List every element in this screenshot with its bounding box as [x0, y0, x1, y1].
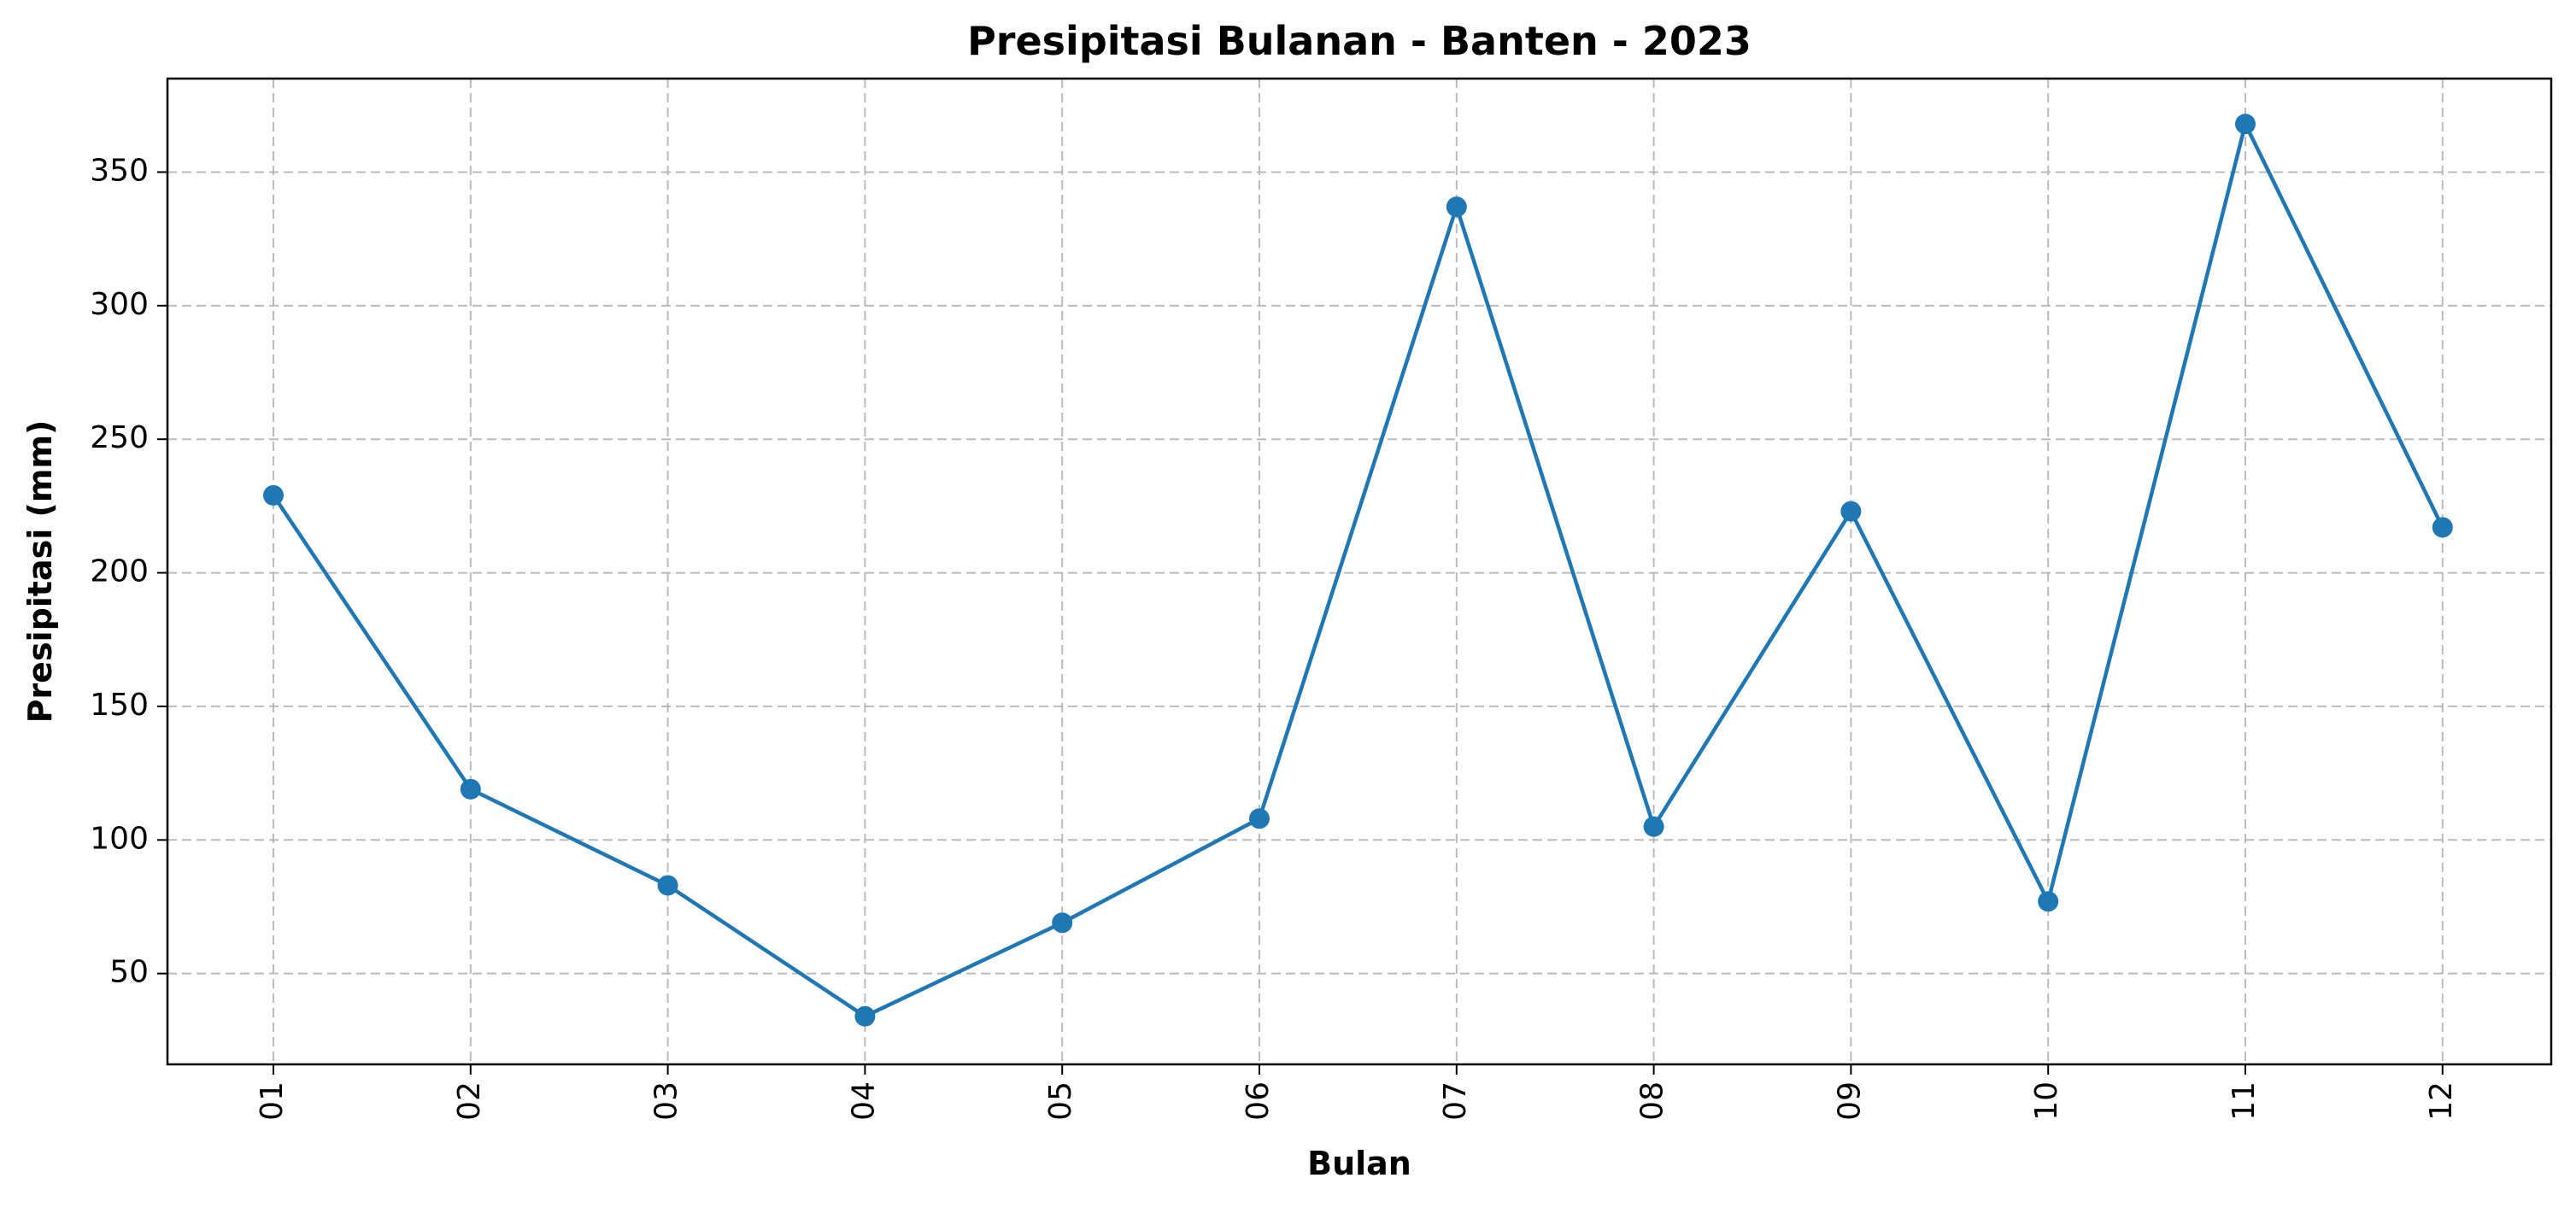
series-line — [272, 121, 2444, 1018]
x-axis-label: Bulan — [1307, 1145, 1411, 1182]
x-tick-label: 02 — [452, 1081, 487, 1121]
series-layer — [263, 114, 2453, 1027]
data-point — [460, 778, 481, 800]
data-point — [263, 484, 284, 506]
plot-area-frame — [166, 77, 2553, 1066]
y-tick-label: 350 — [90, 153, 149, 188]
axes-layer — [166, 77, 2553, 1066]
x-tick-label: 06 — [1241, 1081, 1276, 1121]
data-point — [1643, 816, 1664, 837]
y-tick-label: 50 — [109, 955, 149, 990]
data-point — [1446, 196, 1467, 218]
data-point — [1249, 808, 1270, 829]
y-tick-label: 150 — [90, 688, 149, 723]
x-tick-label: 01 — [255, 1081, 290, 1121]
data-point — [2235, 114, 2256, 135]
data-point — [2038, 891, 2059, 912]
x-tick-label: 10 — [2029, 1081, 2064, 1121]
y-tick-label: 250 — [90, 420, 149, 455]
ticks-layer: 01 02 03 04 05 06 07 08 09 10 11 12 50 100 150 200 250 30… — [90, 153, 2459, 1120]
data-point — [1052, 912, 1073, 934]
x-tick-label: 08 — [1635, 1081, 1670, 1121]
x-tick-label: 12 — [2424, 1081, 2459, 1121]
x-tick-label: 04 — [846, 1081, 881, 1121]
x-tick-label: 09 — [1832, 1081, 1867, 1121]
y-tick-label: 200 — [90, 554, 149, 589]
grid-layer — [167, 79, 2551, 1064]
x-tick-label: 03 — [649, 1081, 684, 1121]
x-tick-label: 05 — [1043, 1081, 1078, 1121]
chart-title: Presipitasi Bulanan - Banten - 2023 — [967, 18, 1752, 64]
data-point — [2432, 517, 2453, 538]
x-tick-label: 07 — [1438, 1081, 1473, 1121]
data-point — [657, 875, 678, 896]
y-tick-label: 100 — [90, 821, 149, 856]
x-tick-label: 11 — [2227, 1081, 2262, 1121]
y-tick-label: 300 — [90, 287, 149, 322]
data-point — [854, 1005, 876, 1027]
y-axis-label: Presipitasi (mm) — [21, 420, 59, 724]
data-point — [1840, 501, 1862, 522]
